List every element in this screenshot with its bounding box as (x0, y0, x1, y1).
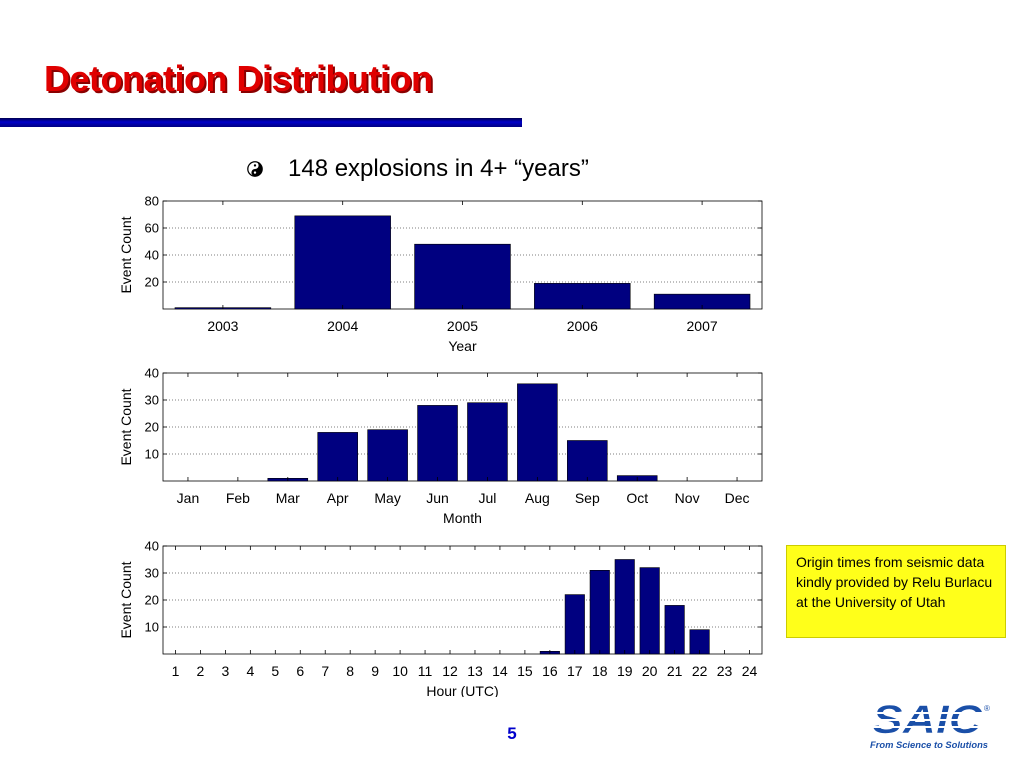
y-tick-label: 40 (145, 248, 159, 263)
title-underline-bar (0, 118, 522, 127)
x-tick-label: 10 (392, 663, 408, 679)
bar-18 (589, 569, 610, 655)
x-tick-label: 20 (642, 663, 658, 679)
bar-19 (614, 559, 635, 655)
x-tick-label: Oct (626, 490, 648, 506)
x-tick-label: 15 (517, 663, 533, 679)
y-tick-label: 40 (145, 539, 159, 554)
x-tick-label: 17 (567, 663, 583, 679)
x-tick-label: 2007 (687, 318, 718, 334)
bar-2005 (414, 243, 511, 310)
x-tick-label: 9 (371, 663, 379, 679)
y-axis-label: Event Count (118, 216, 134, 293)
bar-20 (639, 567, 660, 655)
chart-by-hour: 10 20 30 40 1 2 3 4 5 6 7 8 9 10 11 12 13 14 15 16 17 18 19 20 2… (112, 537, 772, 697)
bullet-item: 148 explosions in 4+ “years” (246, 152, 589, 186)
bar-21 (664, 605, 685, 655)
x-tick-label: 5 (271, 663, 279, 679)
x-tick-label: Aug (525, 490, 550, 506)
x-tick-label: Dec (725, 490, 750, 506)
y-tick-label: 40 (145, 366, 159, 381)
y-tick-label: 80 (145, 194, 159, 209)
x-axis-label: Year (448, 338, 477, 352)
y-axis-label: Event Count (118, 388, 134, 465)
bar-May (367, 429, 408, 482)
x-tick-label: 8 (346, 663, 354, 679)
bullet-text: 148 explosions in 4+ “years” (288, 155, 589, 182)
bar-Sep (567, 440, 608, 482)
x-tick-label: 2004 (327, 318, 358, 334)
x-tick-label: Jul (479, 490, 497, 506)
logo-tagline: From Science to Solutions (870, 740, 988, 751)
x-tick-label: Feb (226, 490, 250, 506)
x-tick-label: 4 (246, 663, 254, 679)
x-tick-label: 11 (418, 663, 433, 679)
y-tick-label: 60 (145, 221, 159, 236)
x-tick-label: 7 (321, 663, 329, 679)
chart-by-month: 10 20 30 40 Jan Feb Mar Apr May Jun Jul Aug Sep Oct No… (112, 364, 772, 524)
y-tick-label: 30 (145, 566, 159, 581)
x-tick-label: 1 (172, 663, 180, 679)
bar-Aug (517, 383, 558, 482)
saic-logo: SAIC ® From Science to Solutions (870, 698, 990, 751)
y-tick-label: 30 (145, 393, 159, 408)
x-tick-label: Sep (575, 490, 600, 506)
x-tick-label: 21 (667, 663, 683, 679)
x-tick-label: Nov (675, 490, 700, 506)
bar-Jul (467, 402, 508, 482)
x-tick-label: 3 (221, 663, 229, 679)
bar-Jun (417, 405, 458, 482)
x-tick-label: 23 (717, 663, 733, 679)
chart-svg: 20 40 60 80 2003 2004 2005 2006 2007 Year Event Co… (118, 194, 763, 352)
x-tick-label: Jan (177, 490, 200, 506)
x-tick-label: 16 (542, 663, 558, 679)
page-number: 5 (507, 724, 517, 743)
x-tick-label: 2006 (567, 318, 598, 334)
x-tick-label: Mar (276, 490, 300, 506)
bar-Apr (317, 432, 358, 482)
x-tick-label: 2 (197, 663, 205, 679)
x-tick-label: Apr (327, 490, 349, 506)
bar-2006 (534, 283, 631, 310)
y-tick-label: 10 (145, 447, 159, 462)
plot-area (162, 372, 763, 482)
source-note: Origin times from seismic data kindly pr… (786, 545, 1006, 638)
bar-17 (564, 594, 585, 655)
x-tick-label: 18 (592, 663, 608, 679)
x-tick-label: 19 (617, 663, 633, 679)
y-tick-label: 20 (145, 420, 159, 435)
x-tick-label: 2005 (447, 318, 478, 334)
x-tick-label: 13 (467, 663, 483, 679)
slide-title: Detonation Distribution (44, 58, 433, 99)
x-tick-label: 14 (492, 663, 508, 679)
x-tick-label: 22 (692, 663, 708, 679)
x-tick-label: 6 (296, 663, 304, 679)
x-axis-label: Hour (UTC) (426, 683, 498, 697)
chart-by-year: 20 40 60 80 2003 2004 2005 2006 2007 Year Event Co… (112, 192, 772, 352)
y-tick-label: 10 (145, 620, 159, 635)
x-tick-label: May (374, 490, 400, 506)
bar-2004 (294, 215, 391, 310)
x-tick-label: 2003 (207, 318, 238, 334)
x-tick-label: Jun (426, 490, 449, 506)
x-axis-label: Month (443, 510, 482, 524)
y-axis-label: Event Count (118, 561, 134, 638)
yin-yang-bullet-icon (247, 161, 263, 177)
y-tick-label: 20 (145, 593, 159, 608)
y-tick-label: 20 (145, 275, 159, 290)
logo-registered-mark: ® (984, 704, 990, 713)
x-tick-label: 12 (442, 663, 458, 679)
chart-svg: 10 20 30 40 Jan Feb Mar Apr May Jun Jul Aug Sep Oct No… (118, 366, 763, 524)
x-tick-label: 24 (742, 663, 758, 679)
